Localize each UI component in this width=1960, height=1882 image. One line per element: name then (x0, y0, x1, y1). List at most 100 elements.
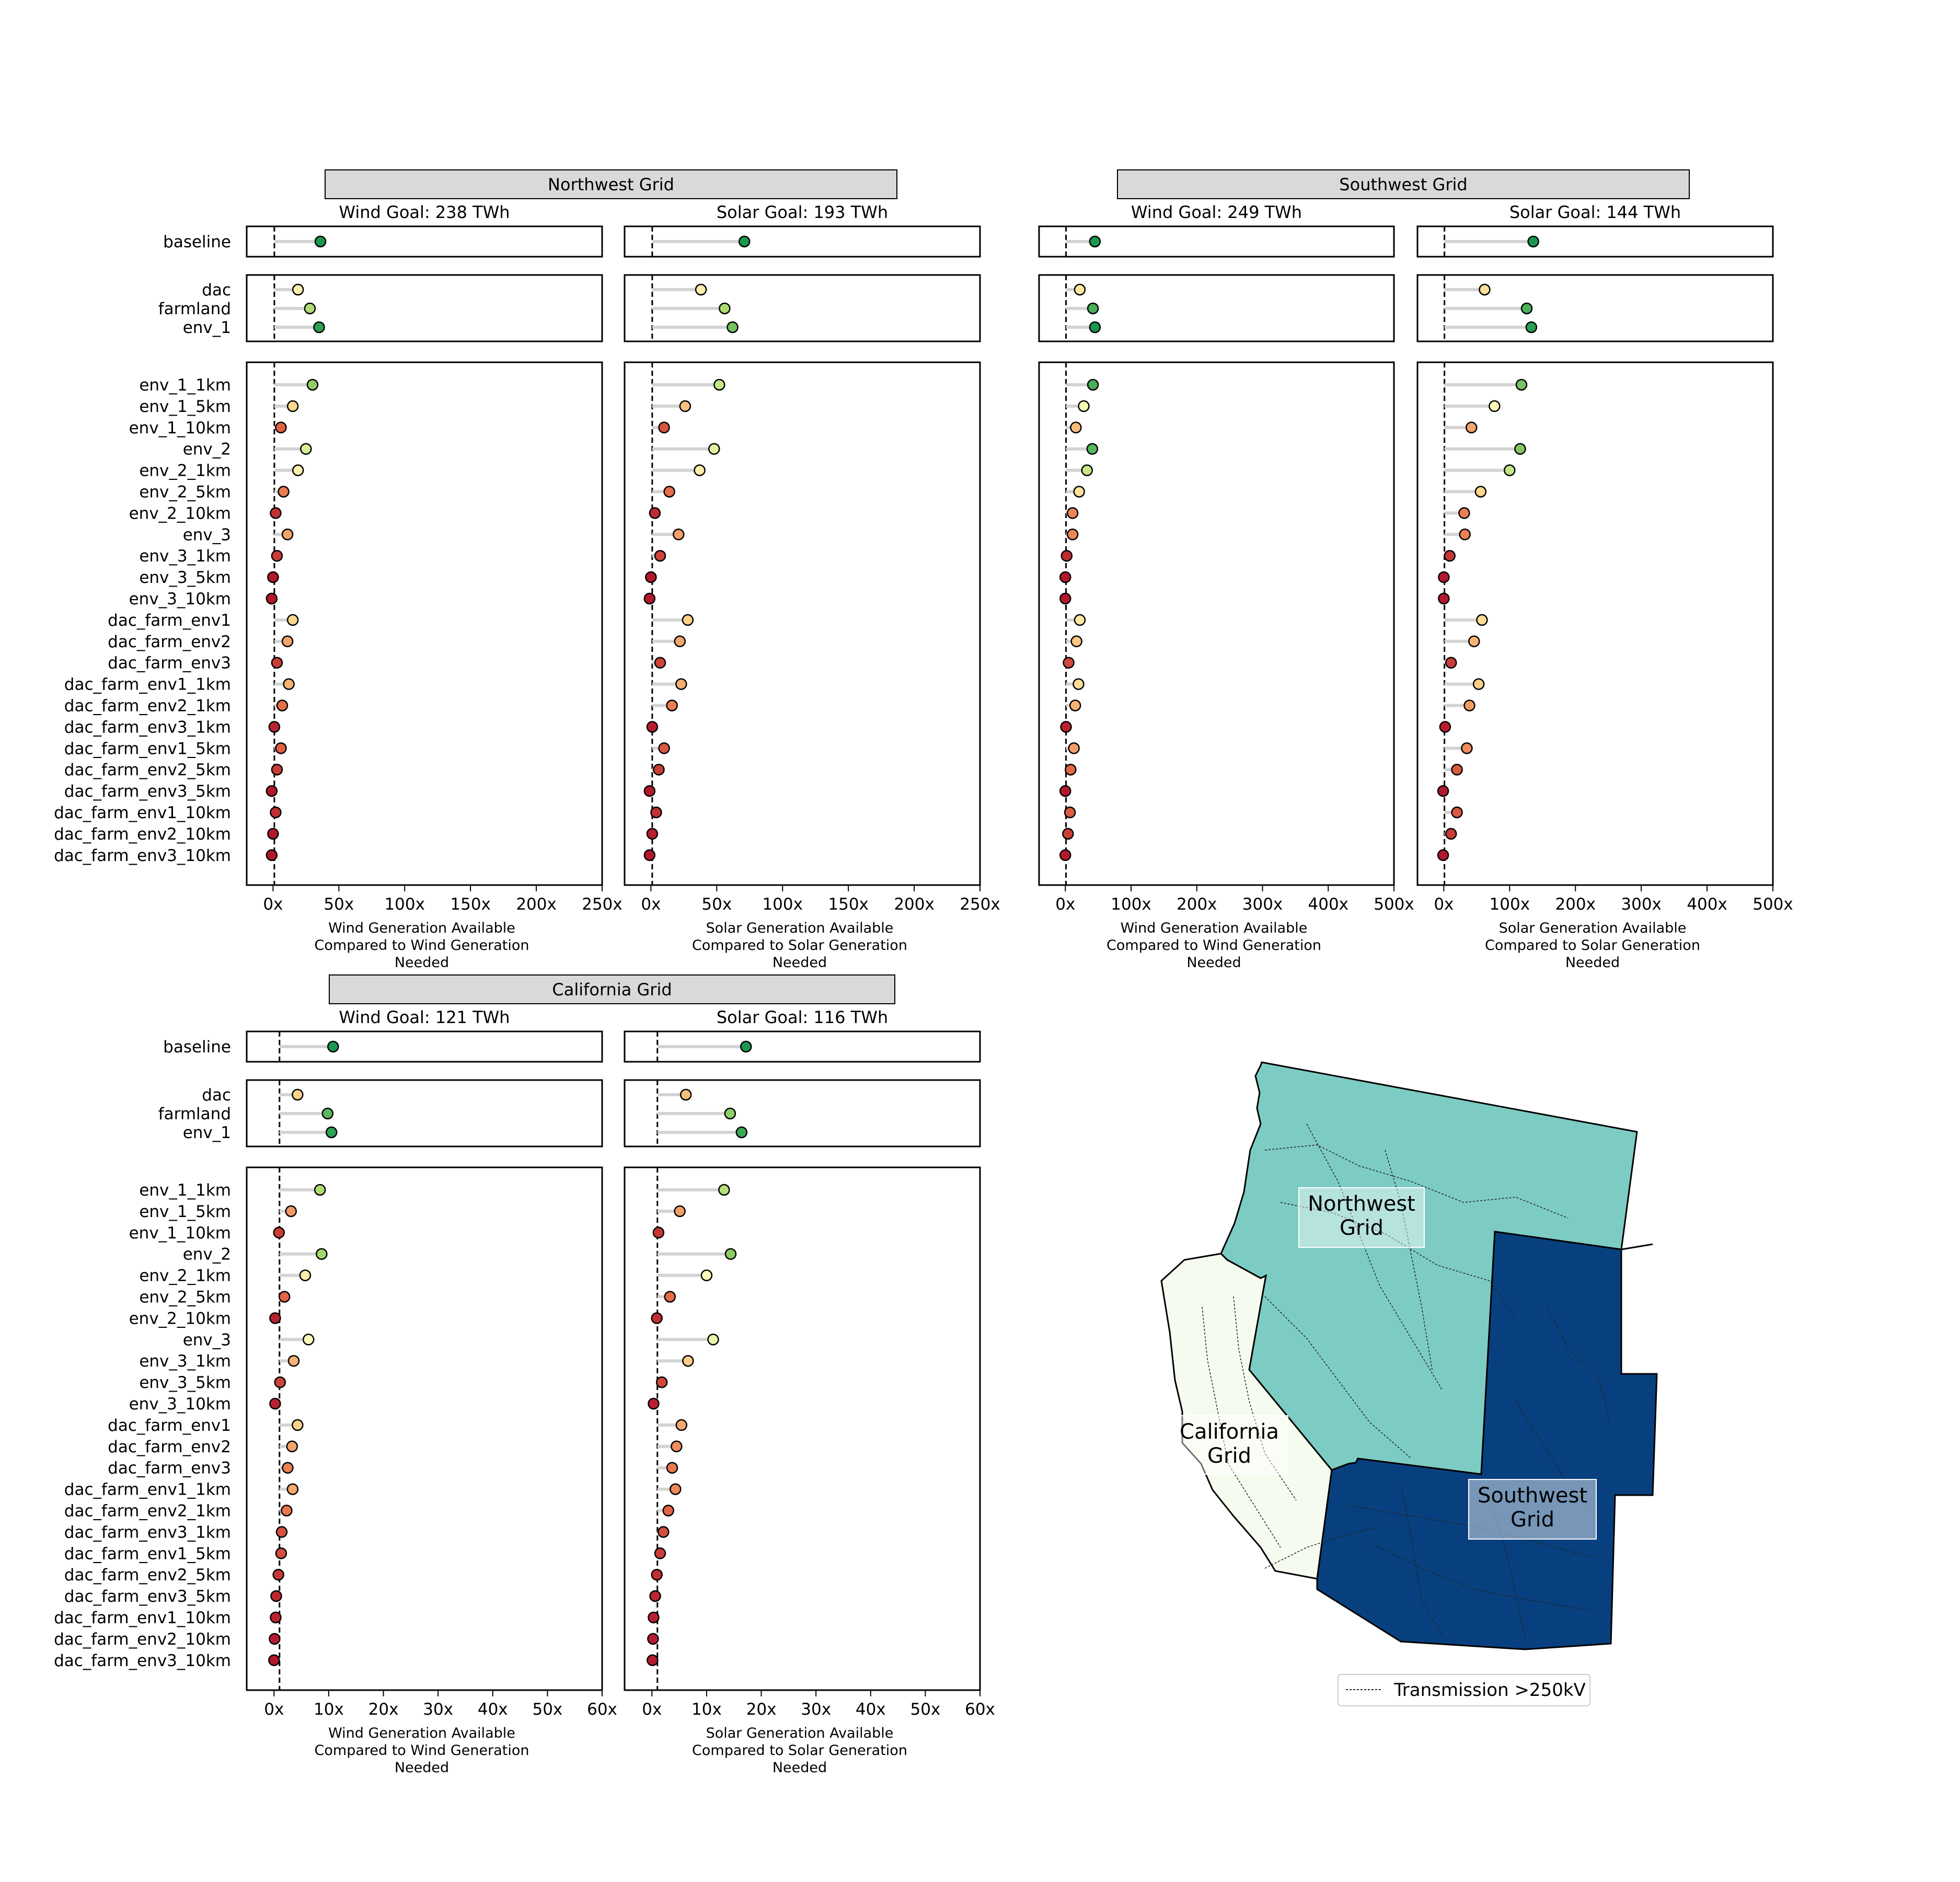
x-tick-label: 60x (965, 1700, 995, 1719)
x-tick-label: 0x (1055, 895, 1075, 914)
x-axis-label: Compared to Wind Generation (1106, 937, 1321, 954)
point-dac_farm_env3_10km (643, 849, 656, 862)
point-dac_farm_env1_1km (286, 1483, 299, 1495)
point-dac_farm_env1 (682, 614, 694, 626)
point-baseline (314, 235, 327, 248)
point-dac_farm_env3 (1063, 657, 1075, 669)
point-dac_farm_env3_10km (1437, 849, 1449, 862)
point-env_3_1km (287, 1355, 300, 1367)
point-dac_farm_env3_1km (1060, 721, 1072, 733)
point-env_1 (313, 321, 325, 334)
region-title: California Grid (329, 974, 895, 1004)
point-env_3_1km (1060, 549, 1073, 562)
point-env_2_10km (1066, 507, 1079, 519)
category-label: env_1_10km (129, 419, 231, 438)
california-label-line2: Grid (1207, 1444, 1251, 1468)
point-dac_farm_env1_5km (654, 1547, 666, 1559)
x-tick-label: 100x (762, 895, 803, 914)
category-label: dac_farm_env3_10km (54, 846, 231, 865)
point-env_1_1km (718, 1184, 730, 1196)
category-label: dac_farm_env3 (108, 1459, 231, 1478)
point-dac_farm_env3 (282, 1462, 294, 1474)
category-label: baseline (163, 233, 231, 251)
point-env_1_10km (658, 421, 670, 434)
category-label: dac_farm_env2_5km (64, 1566, 231, 1585)
point-farmland (304, 302, 316, 315)
x-tick-label: 400x (1687, 895, 1727, 914)
point-env_1_5km (1489, 400, 1501, 412)
chart-panel-1: Solar Goal: 193 TWh 0x 50x 100x 150x 200x 250x… (624, 202, 1000, 971)
x-tick-label: 10x (314, 1700, 344, 1719)
southwest-grid-region (1316, 1231, 1658, 1650)
panel-title: Solar Goal: 193 TWh (717, 202, 888, 222)
point-dac (679, 1088, 692, 1101)
point-dac_farm_env1_5km (1461, 742, 1473, 754)
point-env_1 (1089, 321, 1101, 334)
point-env_2_1km (1504, 464, 1516, 476)
category-label: dac_farm_env2_10km (54, 1630, 231, 1649)
category-label: env_2 (183, 1245, 231, 1264)
x-tick-label: 50x (701, 895, 732, 914)
category-label: dac_farm_env1_5km (64, 1544, 231, 1563)
point-env_3_5km (274, 1376, 286, 1388)
point-dac_farm_env1_5km (275, 1547, 287, 1559)
point-env_3_5km (267, 571, 279, 583)
point-env_3 (281, 529, 294, 541)
x-tick-label: 30x (423, 1700, 453, 1719)
point-dac_farm_env1_10km (1064, 806, 1076, 819)
point-env_2_5km (663, 486, 675, 498)
point-env_2_10km (651, 1312, 663, 1324)
point-dac_farm_env2_1km (666, 699, 678, 712)
california-label-line1: California (1180, 1420, 1279, 1444)
point-env_3 (707, 1334, 719, 1346)
x-axis-label: Compared to Wind Generation (315, 1742, 529, 1759)
x-axis-label: Needed (1565, 955, 1620, 971)
point-dac_farm_env2_10km (647, 1633, 659, 1645)
category-label: env_1_10km (129, 1224, 231, 1243)
category-label: env_3_1km (139, 1352, 231, 1371)
region-title: Northwest Grid (325, 169, 897, 199)
point-env_1_1km (1515, 378, 1528, 391)
region-title-text: California Grid (552, 980, 672, 1000)
map-legend-frame (1338, 1674, 1590, 1706)
point-dac_farm_env2_1km (662, 1505, 674, 1517)
region-title-text: Northwest Grid (548, 175, 674, 194)
northwest-label-line2: Grid (1340, 1216, 1383, 1240)
point-dac_farm_env2 (671, 1440, 683, 1453)
category-label: dac (202, 281, 231, 300)
point-dac_farm_env1_1km (675, 678, 687, 690)
point-dac_farm_env3_5km (266, 785, 278, 797)
category-label: env_1 (183, 318, 231, 337)
southwest-label-box (1468, 1479, 1597, 1540)
x-tick-label: 40x (856, 1700, 886, 1719)
point-dac_farm_env1 (1476, 614, 1488, 626)
point-env_2_5km (1073, 486, 1085, 498)
x-tick-label: 200x (1177, 895, 1217, 914)
category-label: env_2_5km (139, 483, 231, 502)
point-env_3 (1459, 529, 1471, 541)
point-env_2_5km (278, 486, 290, 498)
point-env_3_1km (654, 549, 666, 562)
point-env_2_10km (1458, 507, 1470, 519)
category-label: dac_farm_env3 (108, 654, 231, 673)
point-dac_farm_env2_1km (1069, 699, 1081, 712)
point-dac_farm_env3_1km (646, 721, 659, 733)
category-label: env_2_10km (129, 504, 231, 523)
point-dac_farm_env1_1km (1073, 678, 1085, 690)
x-tick-label: 0x (641, 895, 661, 914)
point-farmland (724, 1107, 736, 1120)
x-tick-label: 150x (450, 895, 491, 914)
x-axis-label: Solar Generation Available (706, 1725, 894, 1741)
point-dac_farm_env3_5km (649, 1590, 661, 1602)
x-axis-label: Solar Generation Available (706, 920, 894, 936)
transmission-lines (1202, 1123, 1610, 1642)
category-label: env_2_5km (139, 1288, 231, 1307)
x-axis-label: Solar Generation Available (1499, 920, 1687, 936)
point-env_3_5km (655, 1376, 668, 1388)
category-label: env_1_1km (139, 376, 231, 395)
point-dac_farm_env1_10km (650, 806, 662, 819)
point-dac_farm_env2_5km (272, 1568, 284, 1581)
point-dac_farm_env3_1km (275, 1526, 288, 1538)
x-tick-label: 0x (1434, 895, 1454, 914)
x-tick-label: 400x (1308, 895, 1349, 914)
